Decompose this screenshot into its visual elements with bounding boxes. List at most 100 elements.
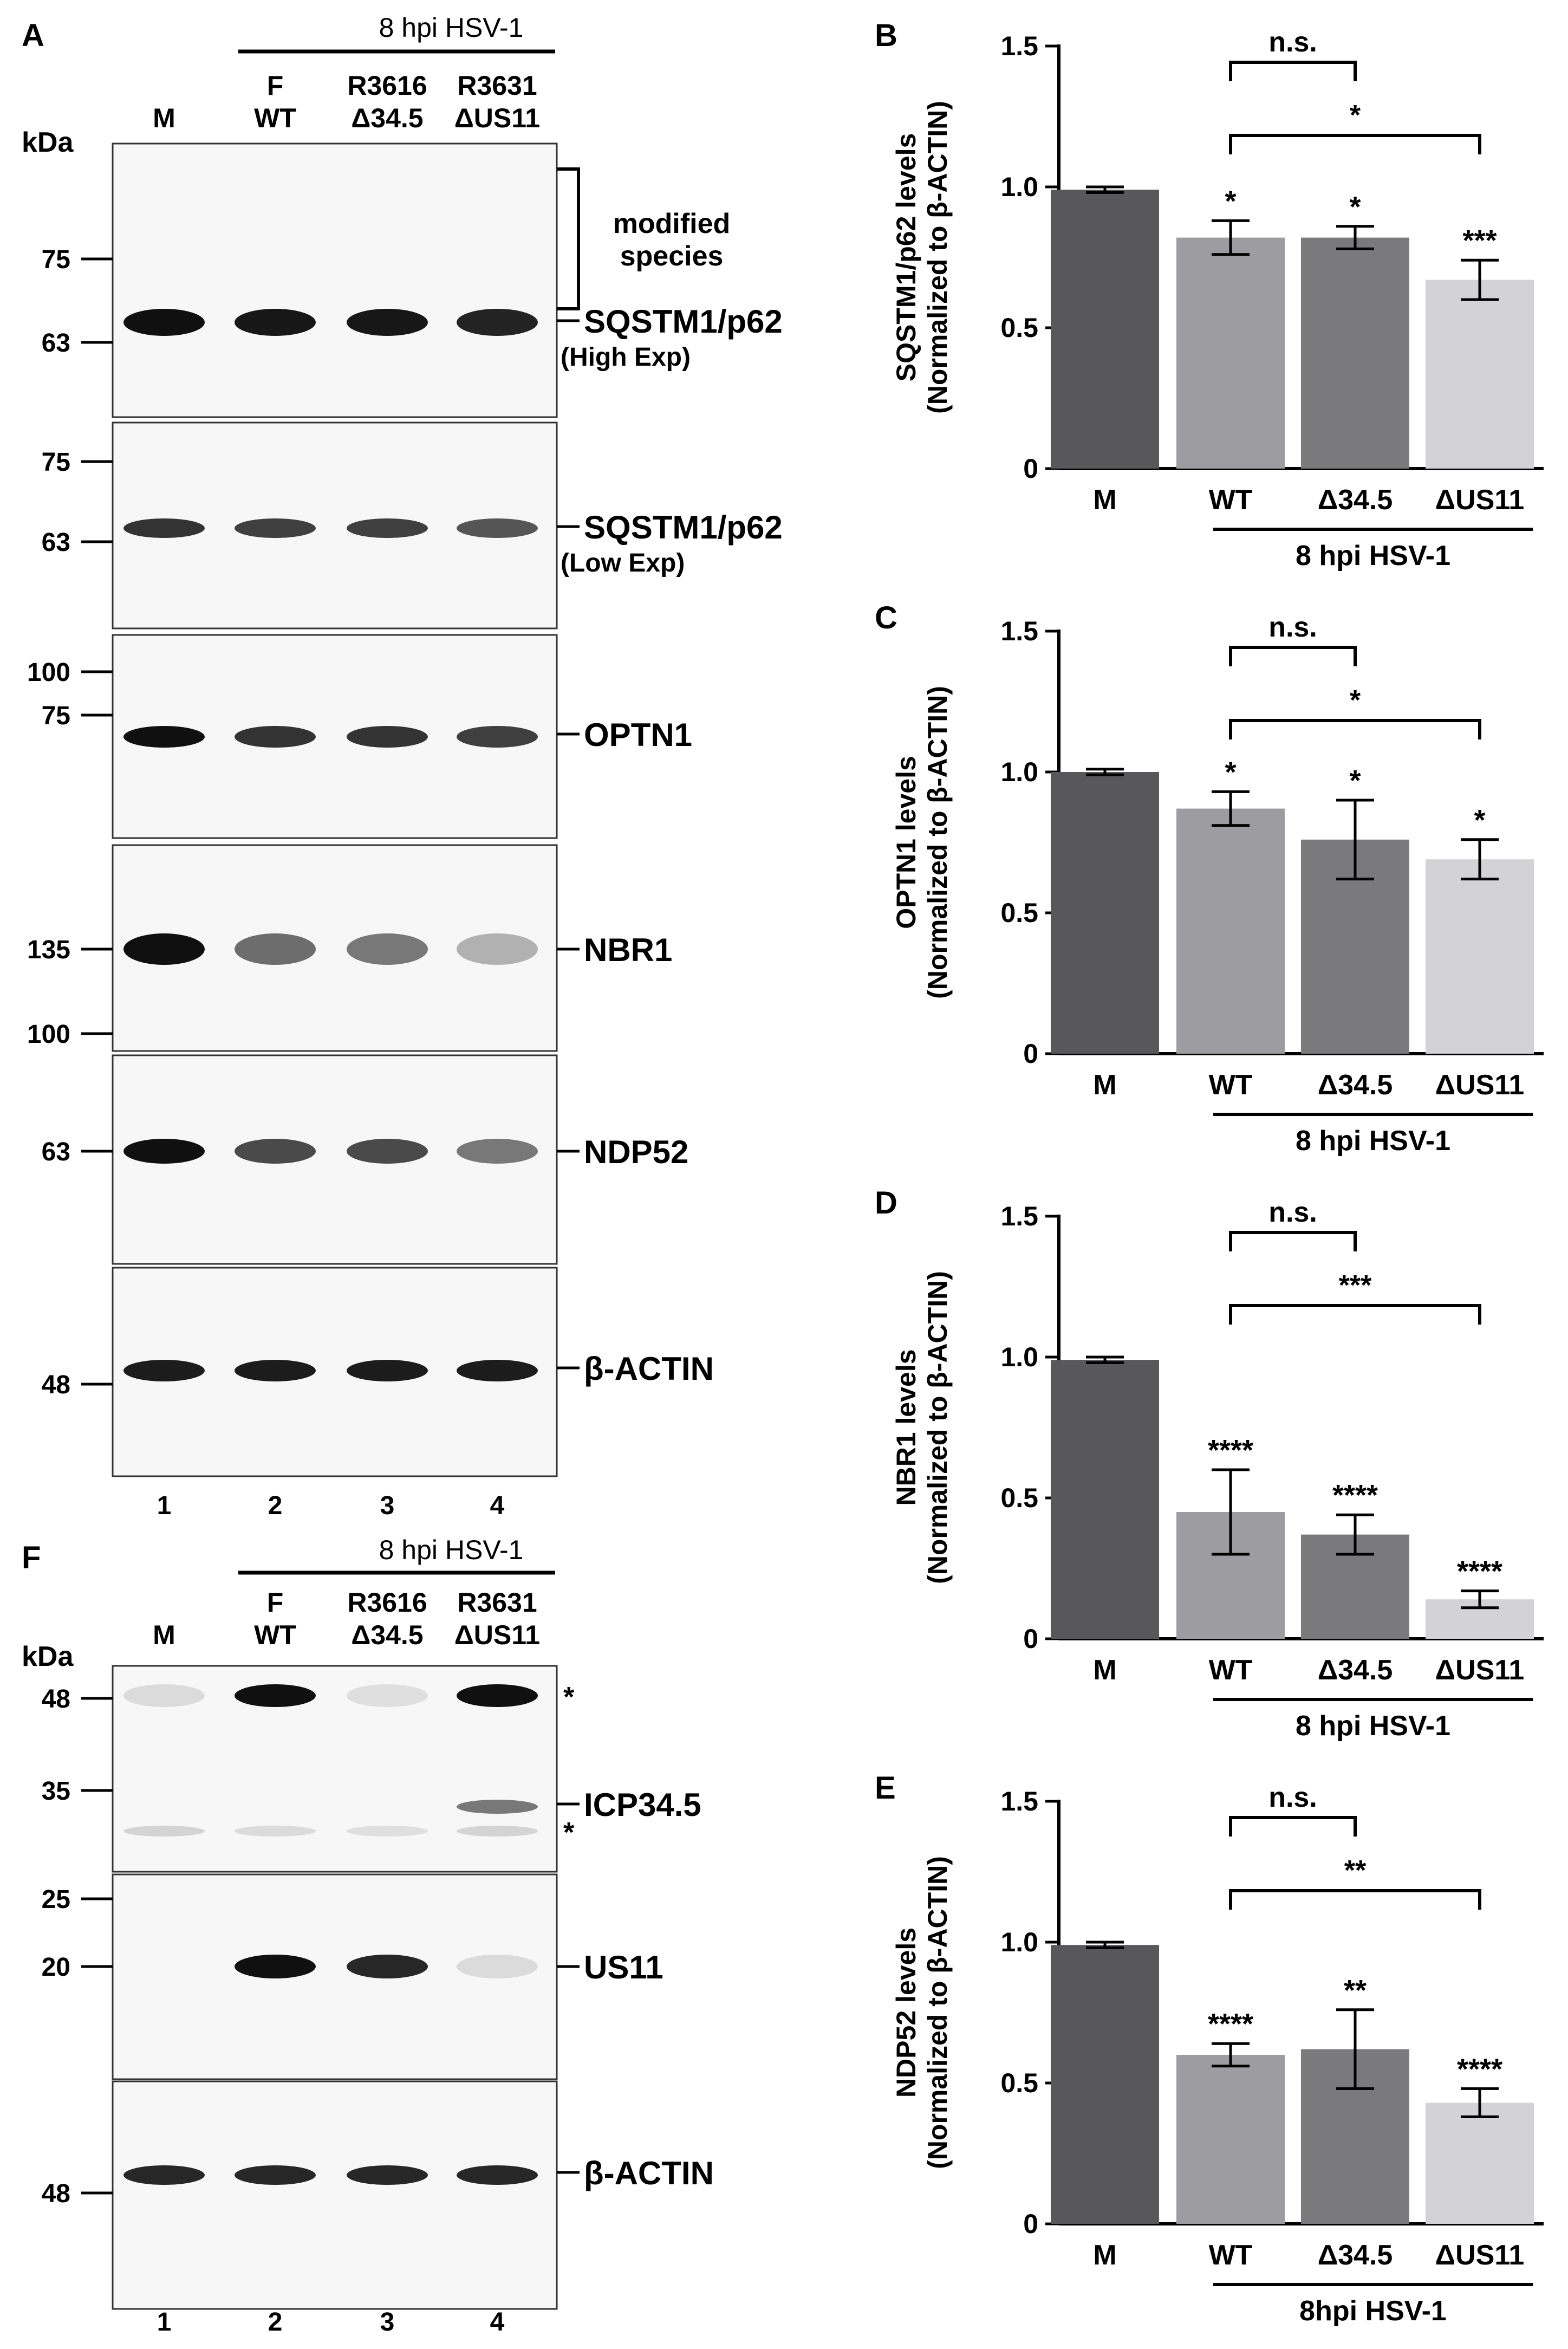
blot-band [347,1360,428,1381]
blot-a-panel-3: 100 75 OPTN1 [27,634,692,839]
category-label: Δ34.5 [1318,484,1393,516]
y-tick-label: 1.0 [1000,1927,1038,1957]
panel-letter-d: D [875,1185,897,1221]
y-tick-label: 0 [1023,1039,1038,1069]
bar [1051,772,1159,1054]
modified-species-label: modified [613,208,731,239]
protein-label: OPTN1 [584,717,692,753]
y-axis-label: OPTN1 levels [891,756,921,929]
category-label: Δ34.5 [1318,2240,1393,2271]
lane-header-bottom: ΔUS11 [454,1620,540,1650]
blot-band [235,933,316,965]
bracket-label: n.s. [1268,27,1317,58]
blot-band [123,518,205,538]
panel-letter-a: A [22,18,44,53]
protein-label: β-ACTIN [584,2155,714,2191]
comparison-bracket [1229,61,1357,81]
category-label: M [1093,484,1116,516]
y-axis-label: SQSTM1/p62 levels [891,133,921,382]
lane-number: 4 [490,1491,505,1520]
protein-label: ICP34.5 [584,1787,701,1823]
blot-band [123,2165,205,2185]
blot-band [457,2165,538,2185]
mw-marker-label: 48 [42,1685,70,1714]
y-axis-label: NBR1 levels [891,1349,921,1506]
bracket-label: *** [1339,1270,1372,1301]
blot-band [235,1826,316,1837]
y-axis-label: (Normalized to β-ACTIN) [922,1856,953,2169]
lane-number: 3 [380,1491,395,1520]
protein-label: NBR1 [584,932,672,968]
blot-band [457,309,538,336]
category-label: ΔUS11 [1435,1654,1525,1686]
exposure-label: (High Exp) [561,343,691,372]
blot-band [123,726,205,748]
modified-species-label: species [620,241,724,272]
blot-band [347,1826,428,1837]
blot-band [235,1955,316,1978]
blot-band [235,1139,316,1164]
blot-a-header-title: 8 hpi HSV-1 [379,12,524,43]
bracket-label: * [1350,100,1361,131]
comparison-bracket [1229,134,1481,154]
blot-f-kda-label: kDa [22,1641,74,1672]
panel-letter-c: C [875,600,897,635]
blot-band [123,933,205,965]
comparison-bracket [1229,1304,1481,1325]
panel-letter-b: B [875,18,897,53]
blot-frame [112,1873,558,2080]
lane-header-bottom: M [153,1620,175,1650]
lane-header-top: R3616 [347,70,427,101]
lane-number: 2 [268,1491,283,1520]
blot-band [235,2165,316,2185]
comparison-bracket [1229,719,1481,739]
lane-header-top: F [267,70,284,101]
lane-number: 3 [380,2308,395,2337]
blot-band [347,933,428,965]
blot-band [235,518,316,538]
significance-stars: ** [1344,1974,1367,2007]
y-tick-label: 1.5 [1000,616,1038,646]
blot-band [347,309,428,336]
blot-f-header-title: 8 hpi HSV-1 [379,1535,524,1565]
nonspecific-band-asterisk: * [563,1817,575,1848]
comparison-bracket [1229,646,1357,666]
blot-band [457,1139,538,1164]
blot-f-panel-1: 48 35 ICP34.5 * * [42,1665,701,1873]
significance-stars: **** [1457,2053,1502,2085]
lane-header-bottom: WT [254,1620,296,1650]
category-label: WT [1209,1069,1253,1101]
lane-number: 4 [490,2308,505,2337]
y-axis-label: (Normalized to β-ACTIN) [922,686,953,999]
blot-f-panel-3: 48 β-ACTIN [42,2080,714,2310]
blot-band [123,309,205,336]
significance-stars: **** [1208,1434,1253,1466]
lane-header-bottom: WT [254,103,296,133]
category-label: Δ34.5 [1318,1654,1393,1686]
blot-band [347,726,428,748]
blot-band [347,2165,428,2185]
y-tick-label: 0 [1023,2209,1038,2239]
lane-header-top: R3616 [347,1587,427,1618]
blot-a-kda-label: kDa [22,127,74,158]
blot-band [457,1800,538,1814]
blot-band [457,726,538,748]
comparison-bracket [1229,1231,1357,1251]
mw-marker-label: 75 [42,448,70,477]
category-label: Δ34.5 [1318,1069,1393,1101]
blot-band [123,1826,205,1837]
blot-frame [112,142,558,418]
bar [1051,1945,1159,2224]
bar-chart-c: 0 0.5 1.0 1.5 OPTN1 levels (Normalized to β-A… [891,612,1544,1157]
bar-chart-b: 0 0.5 1.0 1.5 SQSTM1/p62 levels (Normalized t… [891,27,1544,572]
bracket-label: n.s. [1268,1782,1317,1813]
lane-number: 2 [268,2308,283,2337]
category-label: M [1093,1069,1116,1101]
protein-label: SQSTM1/p62 [584,303,783,340]
significance-stars: *** [1462,224,1497,257]
bar [1426,2103,1534,2224]
bar-chart-d: 0 0.5 1.0 1.5 NBR1 levels (Normalized to β-AC… [891,1197,1544,1742]
panel-letter-f: F [22,1540,41,1575]
blot-band [123,1360,205,1381]
